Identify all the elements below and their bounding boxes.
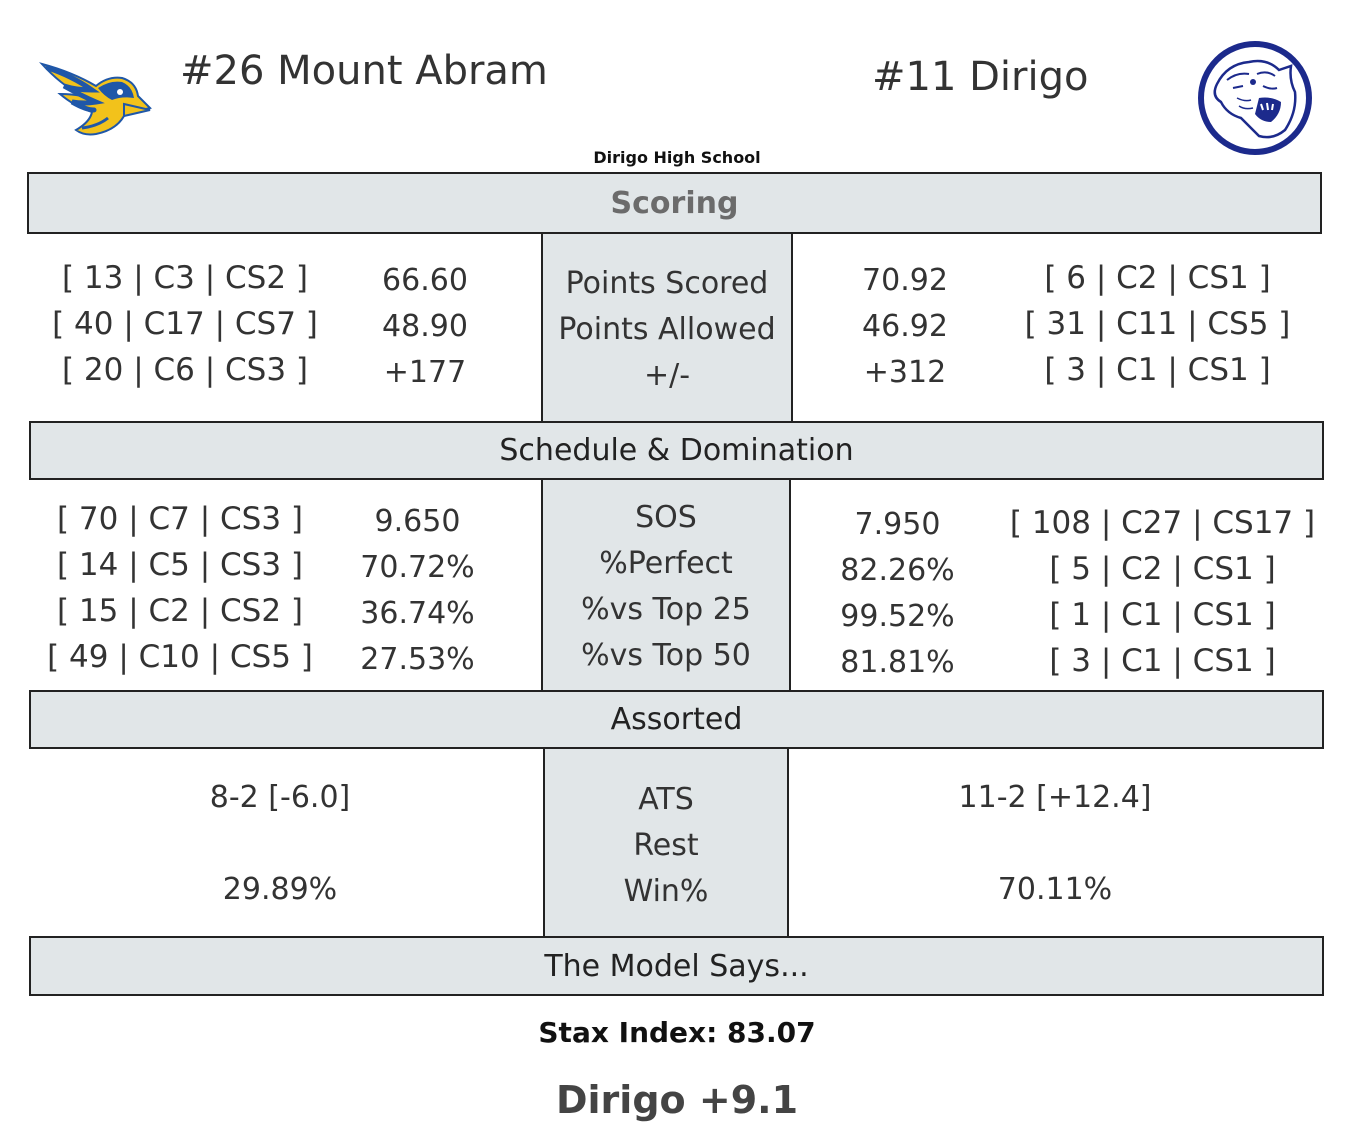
section-title: The Model Says... — [544, 948, 809, 984]
assorted-label: Win% — [623, 874, 709, 909]
section-scoring-header: Scoring — [27, 172, 1322, 234]
schedule-label: %Perfect — [599, 546, 733, 581]
assorted-away-win: 29.89% — [222, 872, 338, 907]
schedule-home-value: 82.26% — [840, 553, 955, 588]
schedule-away-value: 27.53% — [360, 642, 475, 677]
scoring-home-value: 70.92 — [862, 263, 948, 298]
section-title: Assorted — [610, 702, 743, 737]
scoring-home-rank: [ 3 | C1 | CS1 ] — [1044, 352, 1271, 388]
scoring-away-value: +177 — [383, 355, 467, 390]
scoring-away-rank: [ 40 | C17 | CS7 ] — [52, 306, 318, 342]
cougar-head-icon — [1198, 41, 1312, 155]
schedule-away-value: 9.650 — [374, 504, 461, 539]
home-team-title: #11 Dirigo — [872, 54, 1089, 100]
schedule-away-rank: [ 14 | C5 | CS3 ] — [56, 547, 304, 583]
assorted-home-ats: 11-2 [+12.4] — [958, 780, 1152, 815]
section-model-header: The Model Says... — [29, 936, 1324, 996]
assorted-label: Rest — [633, 828, 699, 863]
model-prediction: Dirigo +9.1 — [555, 1078, 799, 1122]
schedule-home-value: 7.950 — [854, 507, 941, 542]
schedule-labels-column — [541, 480, 791, 691]
away-team-title: #26 Mount Abram — [180, 48, 548, 94]
scoring-away-rank: [ 20 | C6 | CS3 ] — [61, 352, 309, 388]
blue-jay-bird-icon — [39, 62, 152, 136]
schedule-away-value: 70.72% — [360, 550, 475, 585]
stax-index: Stax Index: 83.07 — [538, 1016, 816, 1049]
scoring-away-rank: [ 13 | C3 | CS2 ] — [61, 260, 309, 296]
schedule-away-value: 36.74% — [360, 596, 475, 631]
section-assorted-header: Assorted — [29, 690, 1324, 749]
schedule-home-rank: [ 108 | C27 | CS17 ] — [1009, 505, 1316, 541]
assorted-label: ATS — [638, 782, 694, 817]
assorted-labels-column — [543, 749, 789, 937]
scoring-home-rank: [ 31 | C11 | CS5 ] — [1024, 306, 1291, 342]
schedule-away-rank: [ 15 | C2 | CS2 ] — [56, 593, 304, 629]
scoring-home-value: 46.92 — [862, 309, 948, 344]
section-schedule-header: Schedule & Domination — [29, 421, 1324, 480]
scoring-label: +/- — [643, 358, 691, 393]
schedule-label: %vs Top 25 — [581, 592, 751, 627]
schedule-home-value: 81.81% — [840, 645, 955, 680]
schedule-away-rank: [ 49 | C10 | CS5 ] — [47, 639, 313, 675]
scoring-home-rank: [ 6 | C2 | CS1 ] — [1044, 260, 1271, 296]
schedule-label: %vs Top 50 — [581, 638, 751, 673]
section-title: Schedule & Domination — [499, 433, 854, 468]
schedule-home-rank: [ 1 | C1 | CS1 ] — [1049, 597, 1276, 633]
schedule-home-rank: [ 5 | C2 | CS1 ] — [1049, 551, 1276, 587]
assorted-home-win: 70.11% — [997, 872, 1113, 907]
scoring-home-value: +312 — [863, 355, 947, 390]
schedule-label: SOS — [635, 500, 697, 535]
section-title: Scoring — [610, 185, 739, 221]
venue-label: Dirigo High School — [593, 148, 761, 167]
schedule-home-rank: [ 3 | C1 | CS1 ] — [1049, 643, 1276, 679]
schedule-home-value: 99.52% — [840, 599, 955, 634]
assorted-away-ats: 8-2 [-6.0] — [209, 780, 351, 815]
scoring-away-value: 66.60 — [382, 263, 468, 298]
schedule-away-rank: [ 70 | C7 | CS3 ] — [56, 501, 304, 537]
scoring-label: Points Scored — [565, 266, 769, 301]
scoring-label: Points Allowed — [558, 312, 776, 347]
scoring-labels-column — [541, 234, 793, 422]
scoring-away-value: 48.90 — [382, 309, 468, 344]
